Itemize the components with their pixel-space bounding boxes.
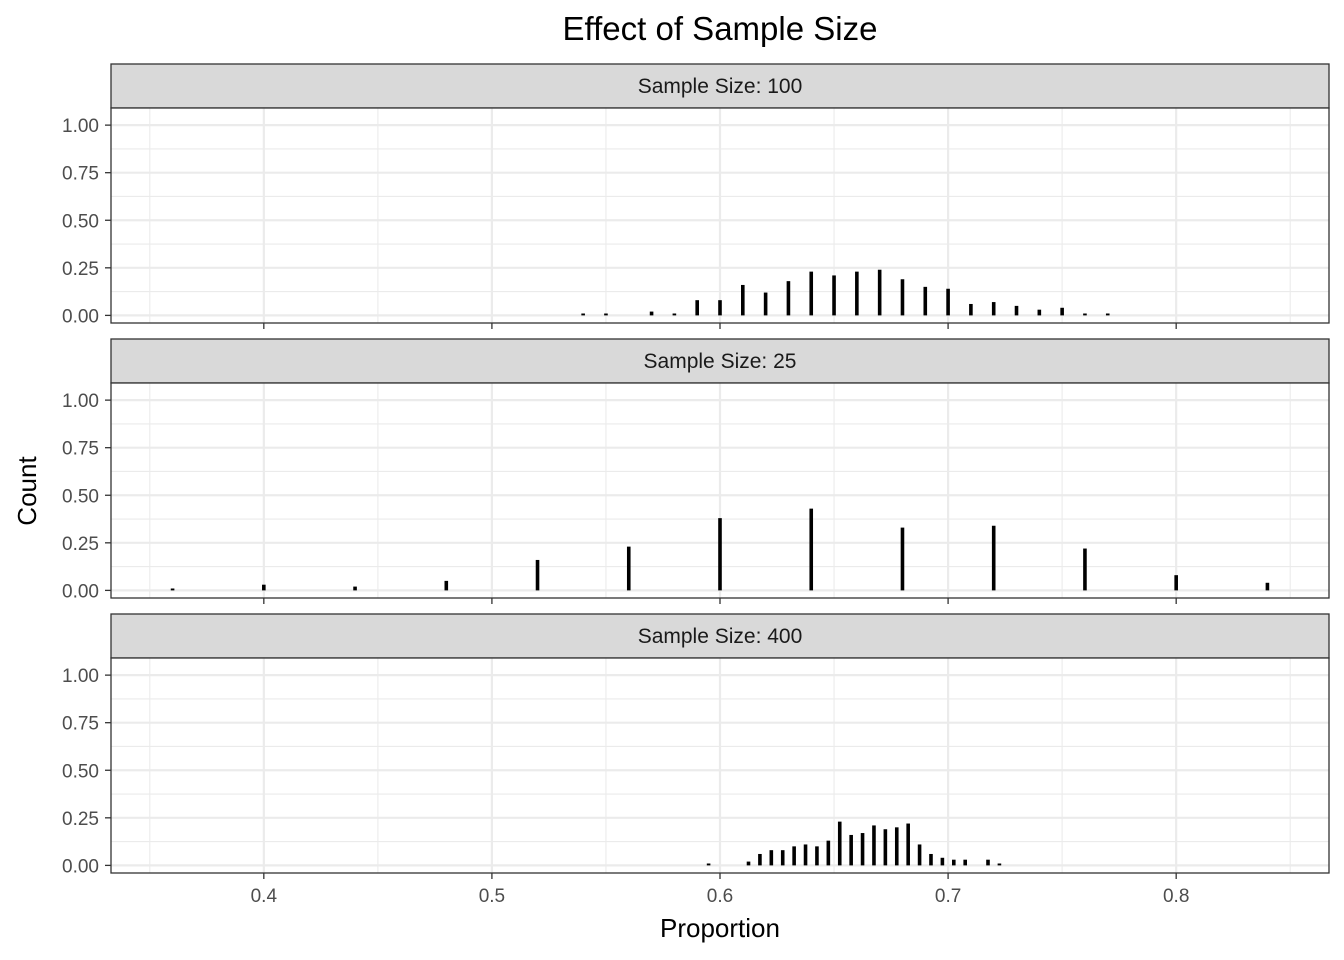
facet-strip <box>110 338 1330 384</box>
y-tick-label: 0.00 <box>62 856 99 877</box>
facet-panels: Sample Size: 1000.000.250.500.751.00Samp… <box>62 63 1330 879</box>
y-tick-label: 0.25 <box>62 534 99 555</box>
facet-strip-label: Sample Size: 400 <box>638 625 803 648</box>
chart-title: Effect of Sample Size <box>563 10 878 47</box>
y-tick-label: 1.00 <box>62 116 99 137</box>
y-tick-label: 0.50 <box>62 211 99 232</box>
facet-strip <box>110 613 1330 659</box>
panel-border <box>110 657 1330 874</box>
x-tick-label: 0.6 <box>707 886 733 907</box>
y-tick-label: 0.75 <box>62 164 99 185</box>
facet-strip-label: Sample Size: 25 <box>644 350 797 373</box>
y-tick-label: 0.75 <box>62 714 99 735</box>
x-tick-label: 0.7 <box>935 886 961 907</box>
y-tick-label: 1.00 <box>62 666 99 687</box>
x-axis-title: Proportion <box>660 913 780 943</box>
x-tick-label: 0.4 <box>251 886 278 907</box>
y-tick-label: 0.75 <box>62 439 99 460</box>
y-tick-label: 0.25 <box>62 809 99 830</box>
facet-panel: Sample Size: 400 0.00 0.25 0.50 0.75 1.00 <box>62 613 1330 879</box>
y-tick-label: 0.25 <box>62 259 99 280</box>
panel-border <box>110 107 1330 324</box>
facet-strip <box>110 63 1330 109</box>
x-axis: 0.4 0.5 0.6 0.7 0.8 <box>251 886 1190 907</box>
y-tick-label: 0.50 <box>62 486 99 507</box>
y-tick-label: 1.00 <box>62 391 99 412</box>
y-axis-title: Count <box>12 456 42 526</box>
x-tick-label: 0.5 <box>479 886 505 907</box>
y-tick-label: 0.00 <box>62 581 99 602</box>
x-tick-label: 0.8 <box>1163 886 1189 907</box>
panel-border <box>110 382 1330 599</box>
y-tick-label: 0.50 <box>62 761 99 782</box>
facet-strip-label: Sample Size: 100 <box>638 75 803 98</box>
facet-panel: Sample Size: 100 0.00 0.25 0.50 0.75 1.00 <box>62 63 1330 329</box>
y-tick-label: 0.00 <box>62 306 99 327</box>
facet-panel: Sample Size: 25 0.00 0.25 0.50 0.75 1.00 <box>62 338 1330 604</box>
